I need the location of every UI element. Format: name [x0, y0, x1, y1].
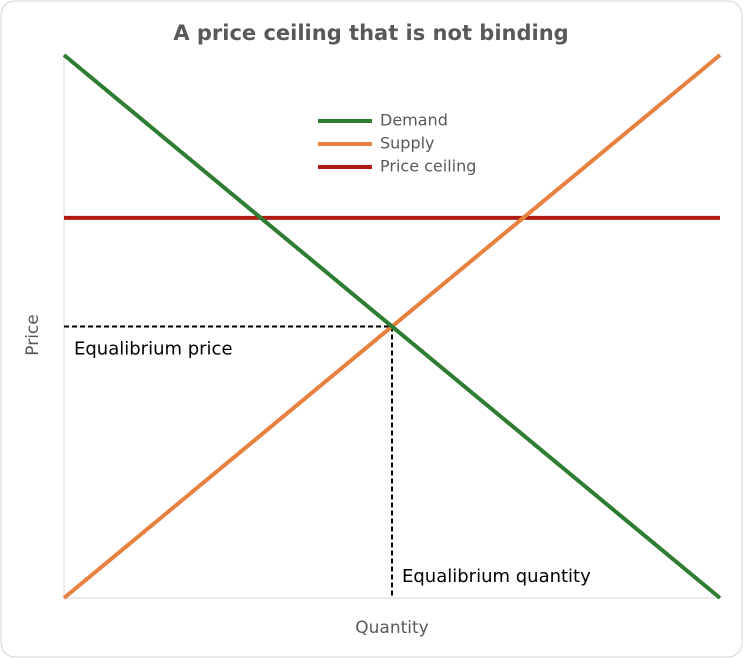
- legend-label: Supply: [380, 134, 435, 153]
- y-axis-label: Price: [23, 314, 43, 355]
- legend-label: Price ceiling: [380, 157, 476, 176]
- equilibrium-quantity-label: Equalibrium quantity: [402, 566, 591, 587]
- x-axis-label: Quantity: [355, 618, 428, 638]
- series-line: [62, 53, 722, 600]
- chart-title: A price ceiling that is not binding: [173, 21, 568, 45]
- equilibrium-price-label: Equalibrium price: [74, 339, 233, 360]
- legend-label: Demand: [380, 111, 448, 130]
